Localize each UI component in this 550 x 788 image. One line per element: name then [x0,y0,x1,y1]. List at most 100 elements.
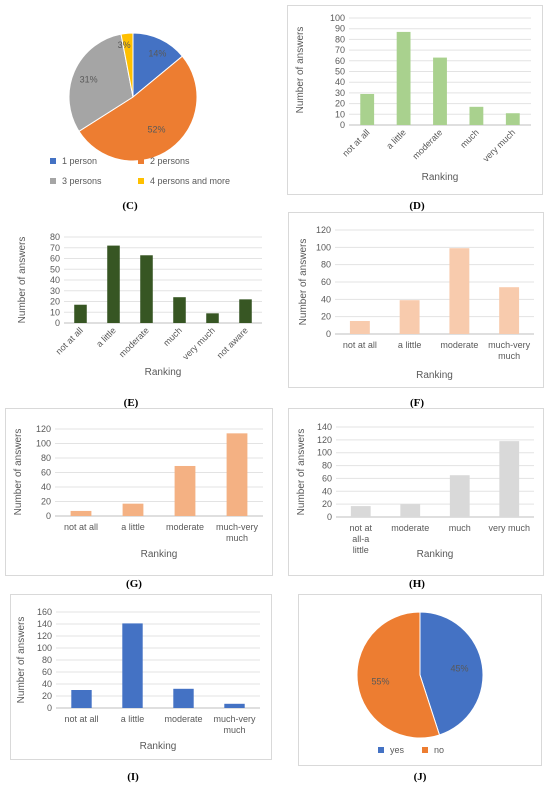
chart-c: 14% 52% 31% 3% 1 person 2 persons 3 persons 4 p… [22,6,260,198]
legend-label: 1 person [62,156,97,166]
y-tick-label: 0 [47,703,52,713]
y-axis-title: Number of answers [13,429,24,516]
y-tick-label: 100 [37,643,52,653]
y-tick-label: 80 [50,232,60,242]
y-tick-label: 50 [335,67,345,77]
y-tick-label: 70 [50,243,60,253]
x-tick-label: moderate [166,522,204,532]
x-tick-label: moderate [164,714,202,724]
chart-g-svg: 0 20 40 60 80 100 120 not at all a little moderat… [13,424,263,560]
pie-value-label: 52% [148,124,166,134]
y-axis-title: Number of answers [295,27,306,114]
y-axis-title: Number of answers [298,239,309,326]
bar [224,703,245,708]
y-tick-label: 120 [36,424,51,434]
bar [174,465,196,516]
bar [107,245,120,323]
x-tick-label: very much [488,523,530,533]
y-tick-label: 80 [335,34,345,44]
y-tick-label: 80 [321,260,331,270]
x-tick-label: not at all [340,127,371,158]
legend-label: yes [390,745,405,755]
bar [350,506,371,517]
bar [349,321,370,334]
panel-label-i: (I) [127,771,139,783]
pie-slice-4 [120,32,134,98]
y-tick-label: 10 [50,307,60,317]
x-tick-label: moderate [440,340,478,350]
y-tick-label: 60 [42,667,52,677]
bar [74,304,87,323]
bar [505,113,520,125]
legend-label: 2 persons [150,156,190,166]
x-tick-label: much-very much [213,714,256,735]
y-tick-label: 80 [41,453,51,463]
y-tick-label: 140 [37,619,52,629]
chart-j-svg: 45% 55% yes no [356,611,484,755]
chart-d-frame [287,5,543,195]
bar [469,106,484,125]
y-tick-label: 60 [322,473,332,483]
x-axis-title: Ranking [141,549,178,560]
y-tick-label: 80 [322,461,332,471]
pie-value-label: 31% [80,75,98,85]
legend-swatch [50,178,56,184]
y-tick-label: 100 [36,439,51,449]
legend-swatch [50,158,56,164]
chart-h-svg: 0 20 40 60 80 100 120 140 not at all-a little moder… [296,422,534,560]
chart-i: 0 20 40 60 80 100 120 140 160 not at all a little m… [10,594,272,760]
panel-label-h: (H) [409,578,425,590]
x-tick-label: very much [180,325,216,361]
x-axis-title: Ranking [145,367,182,378]
bar [396,31,411,125]
y-tick-label: 40 [322,486,332,496]
x-tick-label: very much [481,127,517,163]
chart-f: 0 20 40 60 80 100 120 not at all a little moderat… [288,212,544,388]
x-tick-label: a little [94,325,118,349]
chart-i-svg: 0 20 40 60 80 100 120 140 160 not at all a little m… [16,607,260,752]
y-tick-label: 20 [335,99,345,109]
pie-slice-1 [132,32,184,99]
x-tick-label: not at all [54,325,85,356]
x-tick-label: a little [398,340,422,350]
bar [449,248,470,334]
chart-e: 0 10 20 30 40 50 60 70 80 not at all a little moder… [12,218,270,390]
chart-g: 0 20 40 60 80 100 120 not at all a little moderat… [5,408,273,576]
y-tick-label: 100 [317,448,332,458]
y-tick-label: 0 [55,318,60,328]
bar [449,475,470,517]
pie-value-label: 14% [148,49,166,59]
y-tick-label: 120 [316,225,331,235]
y-tick-label: 60 [335,56,345,66]
panel-label-j: (J) [413,771,427,783]
y-tick-label: 70 [335,45,345,55]
legend-label: 3 persons [62,176,102,186]
panel-label-e: (E) [123,397,139,409]
y-tick-label: 120 [317,435,332,445]
bar [71,690,92,708]
bar [173,688,194,708]
x-tick-label: much [161,325,184,348]
y-tick-label: 20 [41,497,51,507]
x-tick-label: not at all [64,522,98,532]
y-tick-label: 160 [37,607,52,617]
chart-d: 0 10 20 30 40 50 60 70 80 90 100 not at all a little… [287,5,543,195]
y-tick-label: 60 [321,277,331,287]
bar [400,504,421,517]
y-tick-label: 30 [335,88,345,98]
y-tick-label: 40 [42,679,52,689]
chart-h: 0 20 40 60 80 100 120 140 not at all-a little moder… [288,408,544,576]
y-tick-label: 40 [321,294,331,304]
x-tick-label: moderate [410,127,444,161]
y-tick-label: 0 [340,120,345,130]
y-tick-label: 90 [335,24,345,34]
y-tick-label: 80 [42,655,52,665]
x-tick-label: a little [121,714,145,724]
y-tick-label: 10 [335,109,345,119]
y-axis-title: Number of answers [296,429,307,516]
x-tick-label: not aware [215,325,250,360]
x-tick-label: moderate [391,523,429,533]
x-tick-label: much-very much [488,340,531,361]
